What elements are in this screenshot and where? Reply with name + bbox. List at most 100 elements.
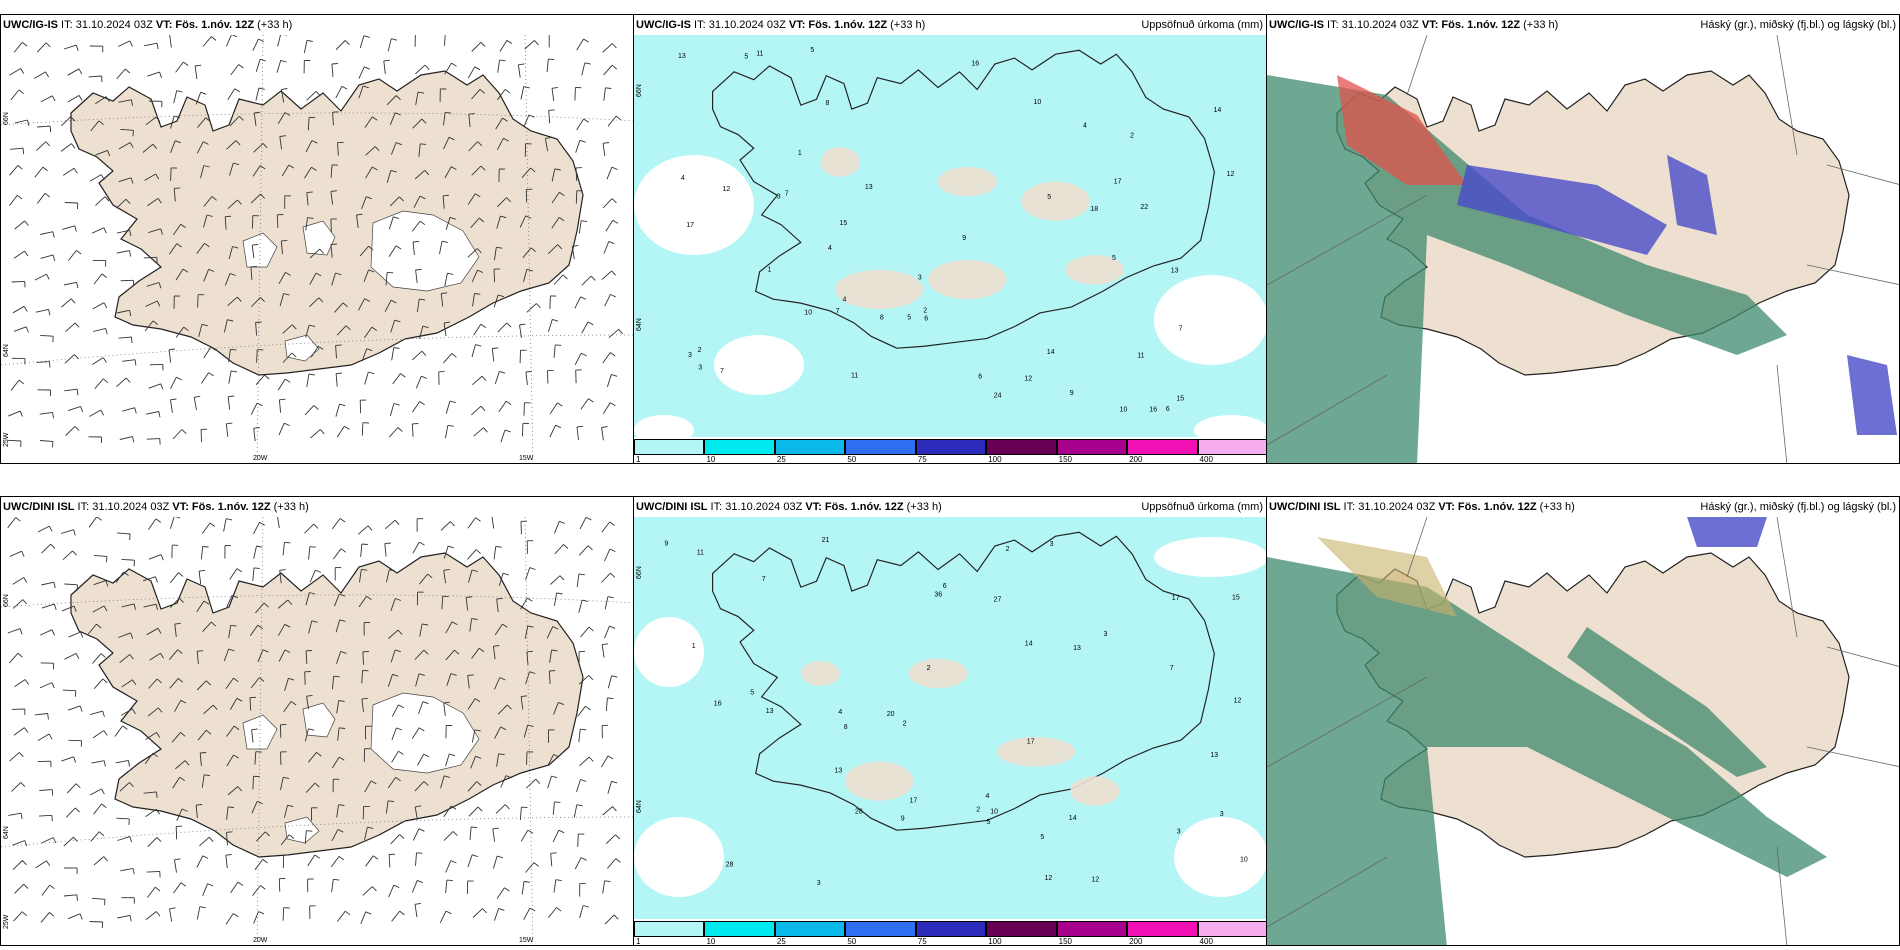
lon-label-15w: 15W	[519, 455, 534, 462]
valid-label: VT:	[1421, 19, 1439, 31]
precip-value-label: 17	[1114, 178, 1122, 185]
precip-value-label: 22	[1140, 204, 1148, 211]
precip-value-label: 12	[1227, 171, 1235, 178]
lead-time: (+33 h)	[1520, 19, 1559, 31]
precip-value-label: 12	[1045, 875, 1053, 882]
cloud-panel-igis: UWC/IG-IS IT: 31.10.2024 03Z VT: Fös. 1.…	[1266, 14, 1900, 464]
precip-value-label: 8	[844, 724, 848, 731]
colorbar-swatch	[915, 921, 987, 937]
colorbar-swatch	[1127, 439, 1198, 455]
precip-value-label: 5	[907, 315, 911, 322]
precip-value-label: 1	[768, 267, 772, 274]
colorbar-swatch	[704, 921, 775, 937]
colorbar-tick-label: 150	[1058, 455, 1073, 464]
precip-value-label: 3	[688, 352, 692, 359]
precip-value-label: 10	[990, 809, 998, 816]
precip-value-label: 28	[855, 808, 863, 815]
precip-value-label: 11	[1137, 353, 1144, 360]
precip-panel-dini: UWC/DINI ISL IT: 31.10.2024 03Z VT: Fös.…	[633, 496, 1267, 946]
precip-value-label: 11	[756, 51, 763, 58]
model-name: UWC/IG-IS	[636, 19, 691, 31]
precip-value-label: 8	[826, 100, 830, 107]
precip-value-label: 9	[664, 541, 668, 548]
colorbar-swatch	[1056, 439, 1128, 455]
precip-value-label: 13	[678, 53, 686, 60]
precip-value-label: 3	[698, 364, 702, 371]
lat-label-64: 64N	[3, 826, 10, 839]
precip-value-label: 15	[1176, 396, 1184, 403]
init-time: IT: 31.10.2024 03Z	[1340, 501, 1439, 513]
lead-time: (+33 h)	[887, 19, 926, 31]
precip-value-label: 9	[901, 815, 905, 822]
precip-colorbar: 1 10 25 50 75 100 150 200 400	[634, 437, 1266, 463]
precip-value-label: 13	[766, 708, 774, 715]
lat-label-66: 66N	[636, 566, 643, 579]
precip-panel-header: UWC/IG-IS IT: 31.10.2024 03Z VT: Fös. 1.…	[634, 15, 1266, 35]
precip-value-label: 3	[1220, 811, 1224, 818]
precip-value-label: 17	[686, 222, 694, 229]
precip-value-label: 15	[840, 220, 848, 227]
precip-value-label: 12	[1091, 877, 1099, 884]
model-name: UWC/IG-IS	[3, 19, 58, 31]
colorbar-swatch	[915, 439, 987, 455]
precip-value-label: 10	[1240, 857, 1248, 864]
precip-colorbar: 1 10 25 50 75 100 150 200 400	[634, 919, 1266, 945]
colorbar-tick-label: 100	[988, 937, 1002, 946]
precip-value-label: 2	[927, 665, 931, 672]
wind-panel-header: UWC/DINI ISL IT: 31.10.2024 03Z VT: Fös.…	[1, 497, 633, 517]
precip-value-label: 13	[835, 767, 843, 774]
precip-value-label: 4	[838, 709, 842, 716]
precip-value-label: 36	[934, 591, 942, 598]
wind-panel-header: UWC/IG-IS IT: 31.10.2024 03Z VT: Fös. 1.…	[1, 15, 633, 35]
precip-value-label: 28	[726, 861, 734, 868]
precip-value-label: 14	[1214, 107, 1222, 114]
colorbar-swatch	[1127, 921, 1198, 937]
cloud-map	[1267, 35, 1899, 463]
precip-value-label: 5	[987, 819, 991, 826]
precip-value-label: 16	[714, 701, 722, 708]
precip-value-label: 16	[971, 60, 979, 67]
precip-value-label: 13	[1210, 752, 1218, 759]
cloud-panel-dini: UWC/DINI ISL IT: 31.10.2024 03Z VT: Fös.…	[1266, 496, 1900, 946]
precip-value-label: 4	[986, 793, 990, 800]
precip-value-label: 9	[1070, 390, 1074, 397]
precip-value-label: 5	[1047, 194, 1051, 201]
lead-time: (+33 h)	[270, 501, 309, 513]
precip-map: 3342141312107554321728361728211512131197…	[634, 517, 1266, 927]
precip-value-label: 7	[785, 190, 789, 197]
colorbar-tick-label: 10	[706, 937, 716, 946]
precip-value-label: 2	[1130, 133, 1134, 140]
colorbar-tick-label: 50	[847, 455, 857, 464]
model-name: UWC/DINI ISL	[1269, 501, 1341, 513]
precip-value-label: 6	[1166, 406, 1170, 413]
model-name: UWC/DINI ISL	[3, 501, 75, 513]
precip-value-label: 17	[1172, 595, 1180, 602]
colorbar-swatch	[1197, 439, 1266, 455]
precip-value-label: 13	[1171, 267, 1179, 274]
cloud-panel-header: UWC/DINI ISL IT: 31.10.2024 03Z VT: Fös.…	[1267, 497, 1899, 517]
precip-value-label: 7	[836, 308, 840, 315]
precip-value-label: 11	[851, 372, 858, 379]
cloud-title: Háský (gr.), miðský (fj.bl.) og lágský (…	[1700, 19, 1896, 31]
colorbar-tick-label: 200	[1129, 455, 1143, 464]
colorbar-tick-label: 100	[988, 455, 1002, 464]
precip-value-label: 6	[924, 316, 928, 323]
precip-value-label: 7	[762, 576, 766, 583]
lat-label-25w: 25W	[3, 914, 10, 929]
init-time: IT: 31.10.2024 03Z	[58, 19, 156, 31]
valid-time: Fös. 1.nóv. 12Z	[188, 501, 271, 513]
precip-value-label: 12	[1024, 376, 1032, 383]
precip-title: Uppsöfnuð úrkoma (mm)	[1141, 19, 1263, 31]
colorbar-tick-label: 1	[636, 455, 641, 464]
precip-value-label: 18	[1090, 206, 1098, 213]
valid-time: Fös. 1.nóv. 12Z	[172, 19, 255, 31]
precip-value-label: 2	[923, 308, 927, 315]
valid-time: Fös. 1.nóv. 12Z	[1438, 19, 1521, 31]
precip-value-label: 5	[810, 47, 814, 54]
lat-label-66: 66N	[3, 594, 10, 607]
valid-time: Fös. 1.nóv. 12Z	[1454, 501, 1537, 513]
precip-value-label: 13	[865, 184, 873, 191]
precip-value-label: 7	[720, 368, 724, 375]
lead-time: (+33 h)	[1536, 501, 1575, 513]
valid-label: VT:	[155, 19, 173, 31]
